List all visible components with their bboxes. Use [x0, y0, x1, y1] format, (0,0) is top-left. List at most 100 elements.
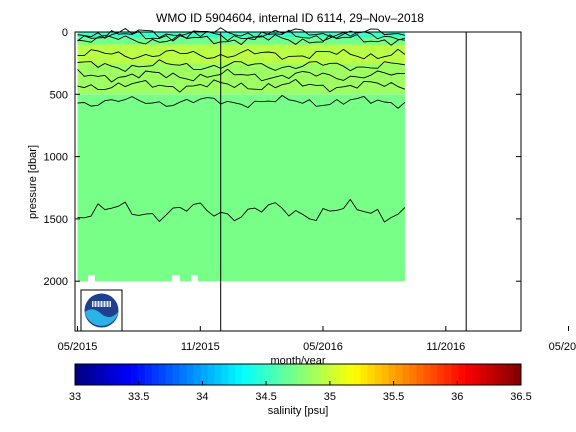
colorbar-segment — [137, 364, 146, 385]
colorbar: 33 33.5 34 34.5 35 35.5 36 36.5 — [69, 363, 532, 403]
colorbar-segment — [291, 364, 299, 385]
colorbar-segment — [158, 364, 166, 385]
colorbar-segment — [249, 364, 257, 385]
colorbar-segment — [172, 364, 180, 385]
chart-title: WMO ID 5904604, internal ID 6114, 29–Nov… — [156, 11, 424, 25]
colorbar-segment — [165, 364, 173, 385]
colorbar-segment — [437, 364, 445, 385]
noaa-logo — [80, 289, 123, 332]
colorbar-segment — [374, 364, 383, 385]
contour-line — [77, 78, 406, 93]
colorbar-segment — [353, 364, 362, 385]
salinity-layer — [77, 44, 405, 64]
contour-line — [77, 59, 405, 73]
x-tick-label: 05/2017 — [549, 341, 576, 353]
colorbar-segment — [339, 364, 348, 385]
colorbar-segment — [235, 364, 243, 385]
x-tick-label: 11/2015 — [181, 341, 220, 353]
colorbar-tick-label: 36 — [451, 391, 463, 403]
colorbar-segment — [242, 364, 250, 385]
colorbar-segment — [75, 364, 83, 385]
colorbar-tick-label: 34 — [196, 391, 208, 403]
salinity-layer — [77, 94, 405, 282]
x-tick-label: 05/2015 — [58, 341, 98, 353]
colorbar-segment — [416, 364, 424, 385]
colorbar-segment — [381, 364, 389, 385]
contour-line — [77, 68, 405, 83]
colorbar-segment — [193, 364, 201, 385]
colorbar-segment — [221, 364, 229, 385]
colorbar-segment — [116, 364, 125, 385]
colorbar-segment — [423, 364, 431, 385]
colorbar-segment — [270, 364, 278, 385]
colorbar-segment — [451, 364, 459, 385]
colorbar-segment — [444, 364, 452, 385]
contour-line — [77, 94, 406, 109]
colorbar-segment — [311, 364, 320, 385]
colorbar-segment — [458, 364, 466, 385]
x-axis: 05/201511/201505/201611/201605/201711/20… — [58, 326, 576, 353]
data-gap — [88, 275, 95, 282]
colorbar-tick-label: 33 — [69, 391, 81, 403]
colorbar-segment — [409, 364, 417, 385]
colorbar-segment — [304, 364, 313, 385]
data-gap — [191, 275, 198, 282]
colorbar-segment — [277, 364, 285, 385]
data-gap — [172, 275, 180, 282]
colorbar-segment — [284, 364, 292, 385]
colorbar-segment — [109, 364, 118, 385]
colorbar-segment — [151, 364, 160, 385]
colorbar-segment — [332, 364, 341, 385]
colorbar-segment — [500, 364, 508, 385]
colorbar-segment — [95, 364, 104, 385]
colorbar-segment — [318, 364, 327, 385]
plot-area — [77, 27, 467, 331]
colorbar-segment — [346, 364, 355, 385]
contour-line — [77, 48, 406, 60]
y-tick-label: 500 — [50, 89, 68, 101]
colorbar-tick-label: 35 — [324, 391, 336, 403]
colorbar-segment — [228, 364, 236, 385]
colorbar-segment — [402, 364, 410, 385]
colorbar-segment — [144, 364, 153, 385]
salinity-layer — [77, 63, 405, 95]
colorbar-segment — [507, 364, 515, 385]
colorbar-segment — [395, 364, 403, 385]
colorbar-segment — [256, 364, 264, 385]
colorbar-segment — [430, 364, 438, 385]
plot-frame — [74, 31, 522, 332]
y-axis: 0 500 1000 1500 2000 — [44, 27, 521, 288]
colorbar-segment — [123, 364, 132, 385]
colorbar-segment — [214, 364, 222, 385]
colorbar-segment — [472, 364, 480, 385]
colorbar-frame — [74, 363, 522, 386]
salinity-layer — [77, 37, 405, 45]
contour-line — [77, 29, 405, 42]
y-tick-label: 2000 — [44, 276, 68, 288]
colorbar-segment — [81, 364, 90, 385]
colorbar-segment — [486, 364, 494, 385]
colorbar-segment — [186, 364, 194, 385]
colorbar-segment — [388, 364, 396, 385]
contour-line — [77, 27, 406, 39]
y-tick-label: 0 — [62, 27, 68, 39]
colorbar-segment — [200, 364, 208, 385]
colorbar-segment — [130, 364, 139, 385]
colorbar-segment — [102, 364, 111, 385]
colorbar-tick-label: 36.5 — [510, 391, 531, 403]
colorbar-segment — [367, 364, 376, 385]
colorbar-segment — [493, 364, 501, 385]
x-tick-label: 11/2016 — [426, 341, 465, 353]
contour-line — [77, 198, 406, 223]
x-tick-label: 05/2016 — [303, 341, 343, 353]
colorbar-segment — [298, 364, 306, 385]
colorbar-segment — [479, 364, 487, 385]
colorbar-segment — [207, 364, 215, 385]
colorbar-segment — [465, 364, 473, 385]
colorbar-segment — [179, 364, 187, 385]
colorbar-segment — [263, 364, 271, 385]
colorbar-tick-label: 33.5 — [128, 391, 149, 403]
colorbar-segment — [88, 364, 97, 385]
y-tick-label: 1000 — [44, 152, 68, 164]
salinity-layer — [77, 32, 405, 37]
